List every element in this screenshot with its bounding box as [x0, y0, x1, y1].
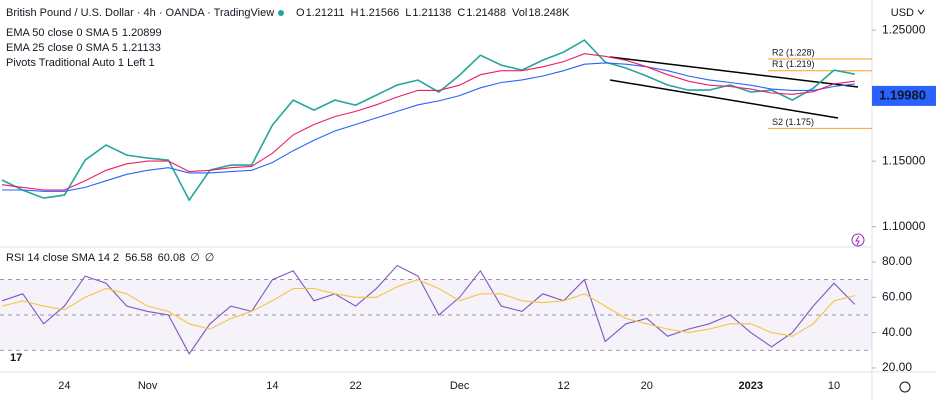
- x-tick-label: 14: [266, 380, 278, 392]
- pivot-label: R1 (1.219): [772, 59, 815, 69]
- ohlc-key: L: [405, 7, 411, 19]
- symbol-title: British Pound / U.S. Dollar · 4h · OANDA…: [6, 7, 274, 19]
- event-icon[interactable]: [851, 233, 865, 247]
- ohlc-value: 1.21138: [412, 7, 451, 19]
- series-line: [1, 264, 856, 355]
- y-tick-label: 40.00: [882, 325, 912, 339]
- y-tick-label: 80.00: [882, 254, 912, 268]
- pane: 80.00 60.00 40.00 20.00: [0, 254, 912, 374]
- channel-line: [609, 79, 839, 119]
- rsi-legend-value: ∅: [205, 252, 215, 264]
- x-tick-label: 12: [557, 380, 569, 392]
- x-tick-label: Nov: [138, 380, 158, 392]
- series-line: [1, 279, 855, 337]
- x-tick-label: 22: [349, 380, 361, 392]
- y-tick-label: 1.25000: [882, 22, 926, 36]
- ohlc-value: 1.21566: [359, 7, 399, 19]
- x-tick-label: 20: [641, 380, 653, 392]
- status-dot: [278, 10, 284, 16]
- series-line: [2, 62, 855, 192]
- pivot-label: R2 (1.228): [772, 47, 815, 57]
- y-tick-label: 60.00: [882, 289, 912, 303]
- tv-logo: 17: [10, 352, 22, 364]
- settings-icon[interactable]: [899, 381, 911, 393]
- pivots-legend: Pivots Traditional Auto 1 Left 1: [6, 57, 155, 69]
- rsi-legend-value: 56.58: [125, 252, 153, 264]
- event-icon-bolt: [855, 235, 860, 246]
- legend-value: 1.21133: [122, 42, 161, 54]
- y-tick-label: 1.15000: [882, 153, 926, 167]
- price-marker-label: 1.19980: [879, 87, 926, 102]
- pivot-label: S2 (1.175): [772, 117, 814, 127]
- rsi-legend-value: 60.08: [158, 252, 186, 264]
- pane: 1.25000 1.15000 1.10000 R2 (1.228) R1 (1.219…: [1, 22, 936, 233]
- x-tick-label: Dec: [450, 380, 470, 392]
- ohlc-key: C: [457, 7, 465, 19]
- ohlc-value: 18.248K: [528, 7, 570, 19]
- x-tick-label: 2023: [739, 380, 763, 392]
- legend-value: 1.20899: [122, 27, 162, 39]
- ohlc-key: O: [296, 7, 305, 19]
- legend-label: EMA 50 close 0 SMA 5: [6, 27, 118, 39]
- currency-arrow: [917, 9, 925, 15]
- x-tick-label: 24: [58, 380, 70, 392]
- channel-line: [609, 56, 859, 88]
- ohlc-key: H: [351, 7, 359, 19]
- legend-label: EMA 25 close 0 SMA 5: [6, 42, 118, 54]
- price-marker: [872, 85, 936, 106]
- ohlc-key: Vol: [512, 7, 527, 19]
- rsi-legend-value: ∅: [190, 252, 200, 264]
- series-line: [1, 53, 855, 191]
- ohlc-value: 1.21488: [466, 7, 506, 19]
- ohlc-value: 1.21211: [306, 7, 345, 19]
- y-tick-label: 20.00: [882, 360, 912, 374]
- series-line: [1, 39, 855, 202]
- currency: USD: [891, 7, 914, 19]
- x-tick-label: 10: [828, 380, 840, 392]
- rsi-legend: RSI 14 close SMA 14 2: [6, 252, 119, 264]
- y-tick-label: 1.10000: [882, 219, 926, 233]
